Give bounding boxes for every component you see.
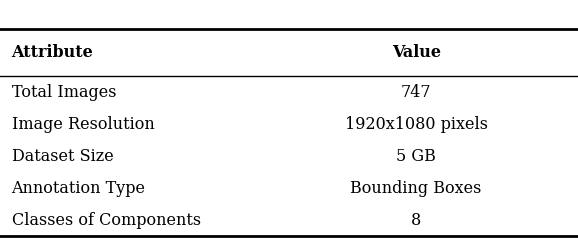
- Text: Value: Value: [392, 44, 440, 61]
- Text: 1920x1080 pixels: 1920x1080 pixels: [344, 116, 488, 133]
- Text: 8: 8: [411, 212, 421, 229]
- Text: Annotation Type: Annotation Type: [12, 180, 146, 197]
- Text: 5 GB: 5 GB: [397, 148, 436, 165]
- Text: Classes of Components: Classes of Components: [12, 212, 201, 229]
- Text: Dataset Size: Dataset Size: [12, 148, 113, 165]
- Text: Image Resolution: Image Resolution: [12, 116, 154, 133]
- Text: 747: 747: [401, 84, 431, 101]
- Text: Attribute: Attribute: [12, 44, 93, 61]
- Text: Total Images: Total Images: [12, 84, 116, 101]
- Text: Bounding Boxes: Bounding Boxes: [350, 180, 482, 197]
